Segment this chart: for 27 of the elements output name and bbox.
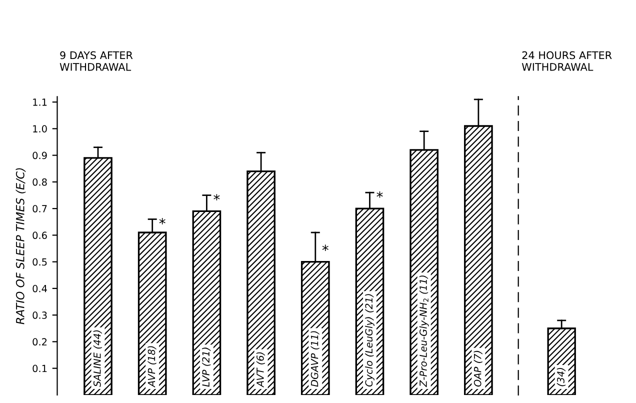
category-label: Z-Pro-Leu-Gly-NH$_{2}$ (11) (419, 276, 429, 388)
annotation: * (322, 244, 328, 252)
text: 24 HOURS AFTER WITHDRAWAL (522, 51, 612, 71)
category-label: LVP (21) (202, 348, 211, 387)
y-tick-label: 0.2 (32, 338, 47, 346)
y-tick-label: 0.9 (32, 152, 47, 160)
category-label: OAP (7) (474, 350, 482, 387)
category-label: AVP (18) (148, 346, 156, 388)
text: 9 DAYS AFTER WITHDRAWAL (60, 51, 133, 71)
category-label: AVT (6) (256, 352, 266, 388)
y-tick-label: 1.1 (33, 98, 47, 106)
category-label: Cyclo (LeuGly) (21) (365, 294, 374, 387)
y-tick-label: 0.5 (32, 258, 47, 266)
annotation: * (159, 218, 166, 224)
annotation: * (376, 191, 383, 198)
y-tick-label: 0.3 (32, 312, 47, 319)
annotation: * (214, 194, 220, 200)
y-tick-label: 0.4 (32, 284, 47, 292)
y-tick-label: 0.1 (32, 364, 47, 372)
category-label: (34) (556, 368, 566, 386)
y-tick-label: 0.7 (32, 205, 47, 212)
category-label: DGAVP (11) (310, 331, 320, 387)
y-tick-label: 1.0 (33, 125, 47, 133)
category-label: SALINE (44) (93, 330, 102, 387)
y-tick-label: 0.6 (32, 232, 47, 240)
y-tick-label: 0.8 (32, 178, 47, 186)
y-axis-title: RATIO OF SLEEP TIMES (E/C) (16, 168, 26, 324)
